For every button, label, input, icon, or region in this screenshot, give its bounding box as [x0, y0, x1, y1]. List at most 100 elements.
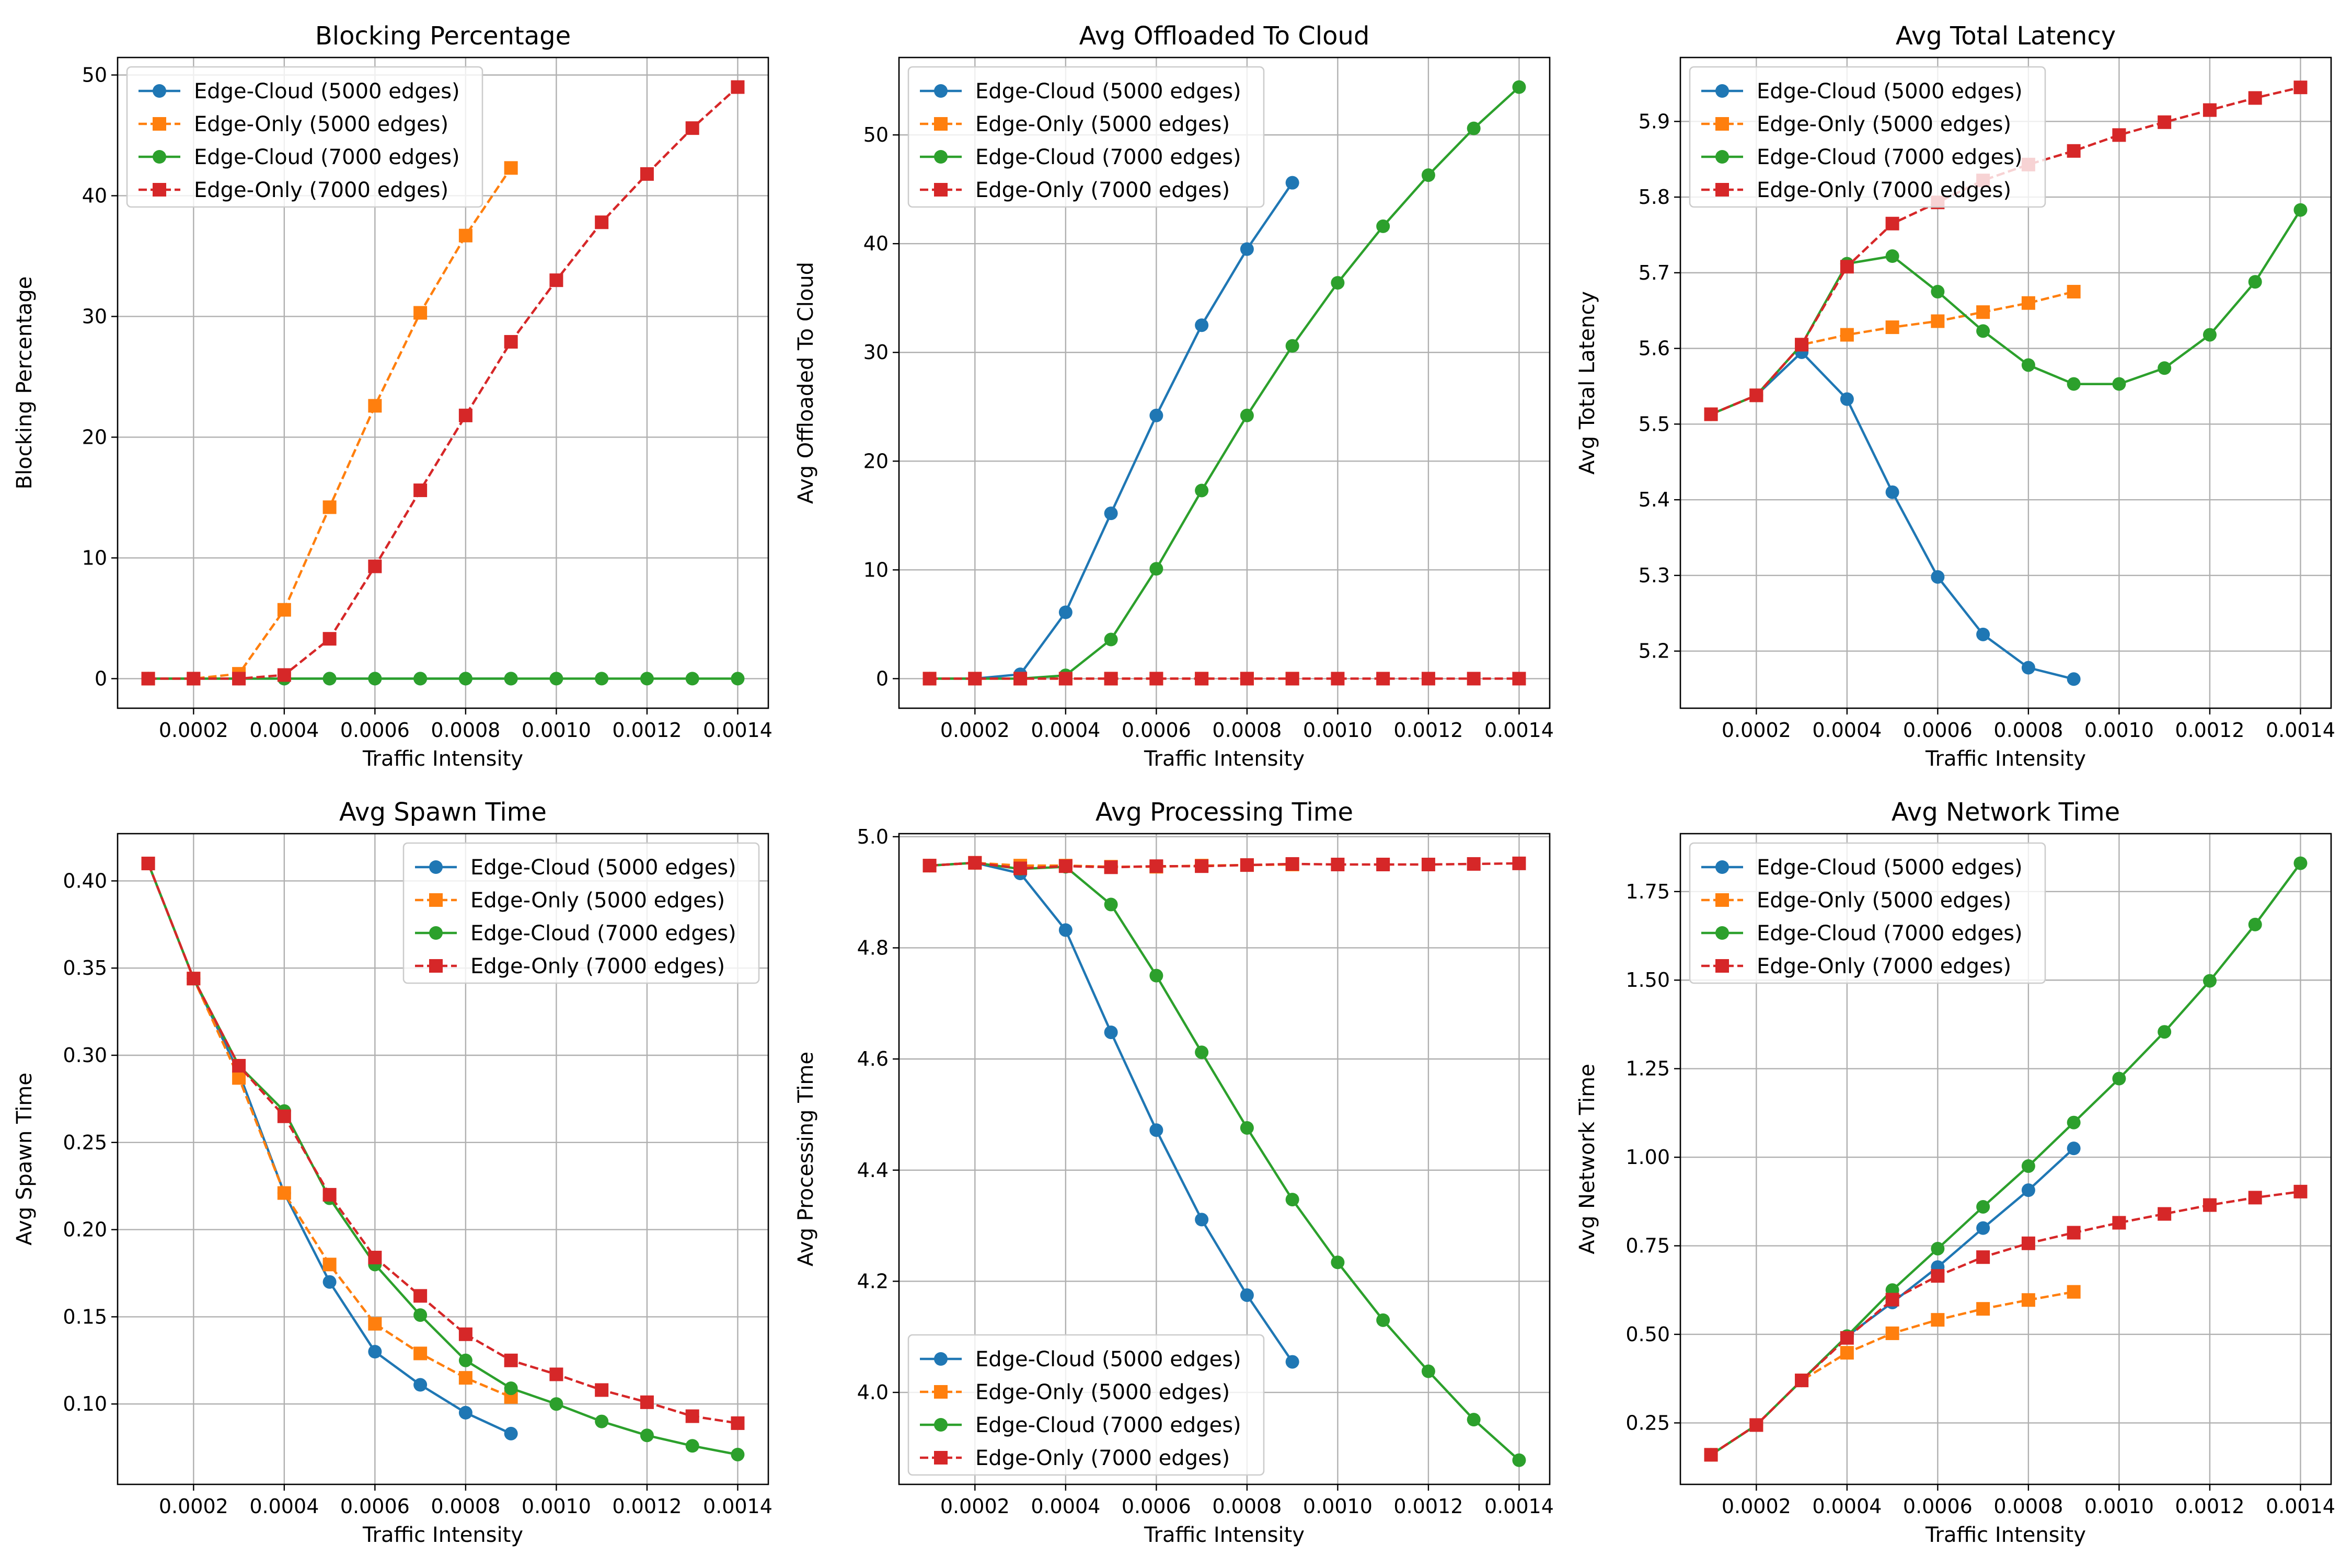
data-point-edge-cloud-5000-edges — [504, 1426, 518, 1440]
data-point-edge-cloud-5000-edges — [1149, 408, 1163, 422]
y-tick-label: 1.75 — [1625, 880, 1670, 903]
y-tick-label: 5.8 — [1639, 186, 1670, 209]
data-point-edge-only-5000-edges — [322, 1258, 337, 1272]
data-point-edge-only-5000-edges — [2067, 1285, 2081, 1299]
legend-entry-edge-cloud-7000-edges: Edge-Cloud (7000 edges) — [975, 145, 1241, 169]
data-point-edge-cloud-7000-edges — [2158, 1025, 2172, 1039]
legend-entry-edge-only-5000-edges: Edge-Only (5000 edges) — [1757, 889, 2011, 913]
y-tick-label: 30 — [863, 341, 889, 364]
data-point-edge-cloud-5000-edges — [2067, 1142, 2081, 1156]
x-tick-label: 0.0006 — [1903, 719, 1973, 742]
x-tick-label: 0.0014 — [703, 719, 773, 742]
data-point-edge-cloud-7000-edges — [595, 672, 609, 686]
data-point-edge-cloud-5000-edges — [1976, 627, 1990, 641]
legend-entry-edge-cloud-5000-edges: Edge-Cloud (5000 edges) — [975, 1347, 1241, 1371]
data-point-edge-cloud-7000-edges — [2067, 377, 2081, 391]
series-line-edge-only-5000-edges — [147, 863, 512, 1398]
data-point-edge-only-7000-edges — [1240, 858, 1254, 872]
legend-entry-edge-only-7000-edges: Edge-Only (7000 edges) — [975, 1446, 1230, 1470]
data-point-edge-cloud-7000-edges — [549, 1397, 563, 1411]
data-point-edge-only-5000-edges — [1840, 1346, 1854, 1360]
plot-frame — [1679, 833, 2332, 1485]
x-axis-label: Traffic Intensity — [362, 747, 523, 771]
series-line-edge-only-7000-edges — [148, 86, 739, 680]
y-tick-label: 0.20 — [63, 1218, 107, 1241]
x-tick-label: 0.0004 — [249, 719, 319, 742]
plot-frame — [117, 833, 769, 1485]
data-point-edge-cloud-7000-edges — [413, 672, 428, 686]
data-point-edge-only-7000-edges — [141, 672, 155, 686]
legend-swatch-marker — [153, 183, 166, 197]
data-point-edge-cloud-7000-edges — [2021, 1159, 2035, 1173]
data-point-edge-only-7000-edges — [1285, 857, 1299, 871]
x-tick-label: 0.0014 — [703, 1495, 773, 1518]
data-point-edge-cloud-7000-edges — [2021, 358, 2035, 372]
legend-entry-edge-cloud-7000-edges: Edge-Cloud (7000 edges) — [1757, 921, 2023, 946]
data-point-edge-only-7000-edges — [1885, 216, 1899, 230]
data-point-edge-only-7000-edges — [504, 1353, 518, 1367]
legend-swatch-marker — [934, 150, 948, 164]
legend-swatch-marker — [153, 117, 166, 131]
data-point-edge-cloud-7000-edges — [595, 1414, 609, 1428]
data-point-edge-only-7000-edges — [504, 335, 518, 349]
data-point-edge-cloud-7000-edges — [2248, 275, 2262, 289]
y-tick-label: 0.25 — [1625, 1411, 1670, 1434]
x-tick-label: 0.0002 — [159, 1495, 228, 1518]
data-point-edge-only-7000-edges — [2203, 1198, 2217, 1212]
data-point-edge-only-7000-edges — [141, 857, 155, 871]
data-point-edge-only-7000-edges — [968, 856, 982, 870]
data-point-edge-cloud-7000-edges — [640, 1428, 654, 1443]
y-tick-label: 0.50 — [1625, 1323, 1670, 1346]
x-axis-label: Traffic Intensity — [362, 1523, 523, 1547]
data-point-edge-only-5000-edges — [277, 1186, 291, 1200]
data-point-edge-only-7000-edges — [1149, 859, 1163, 873]
data-point-edge-only-7000-edges — [277, 1109, 291, 1123]
data-point-edge-cloud-5000-edges — [1976, 1221, 1990, 1235]
data-point-edge-cloud-7000-edges — [549, 672, 563, 686]
data-point-edge-only-7000-edges — [640, 1395, 654, 1409]
data-point-edge-cloud-5000-edges — [413, 1378, 428, 1392]
data-point-edge-cloud-5000-edges — [1285, 176, 1299, 190]
x-tick-label: 0.0006 — [1122, 719, 1191, 742]
data-point-edge-only-7000-edges — [1195, 859, 1209, 873]
data-point-edge-only-7000-edges — [2067, 1226, 2081, 1240]
legend-entry-edge-only-5000-edges: Edge-Only (5000 edges) — [1757, 112, 2011, 136]
legend-entry-edge-cloud-7000-edges: Edge-Cloud (7000 edges) — [975, 1413, 1241, 1437]
x-tick-label: 0.0008 — [1212, 1495, 1282, 1518]
data-point-edge-cloud-5000-edges — [1931, 570, 1945, 584]
y-tick-label: 5.0 — [857, 825, 889, 848]
y-tick-label: 0.25 — [63, 1131, 107, 1154]
y-tick-label: 0.35 — [63, 956, 107, 979]
data-point-edge-only-7000-edges — [187, 972, 201, 986]
data-point-edge-only-7000-edges — [1331, 858, 1345, 872]
data-point-edge-cloud-7000-edges — [1467, 1413, 1481, 1427]
legend-entry-edge-cloud-7000-edges: Edge-Cloud (7000 edges) — [194, 145, 460, 169]
x-tick-label: 0.0008 — [1993, 1495, 2063, 1518]
y-tick-label: 1.25 — [1625, 1057, 1670, 1080]
legend-swatch-marker — [1715, 183, 1729, 197]
data-point-edge-cloud-7000-edges — [2158, 361, 2172, 375]
legend-entry-edge-cloud-5000-edges: Edge-Cloud (5000 edges) — [1757, 856, 2023, 880]
series-group — [923, 80, 1526, 686]
x-axis-label: Traffic Intensity — [1925, 747, 2086, 771]
y-tick-label: 20 — [82, 425, 107, 448]
legend-swatch-marker — [1715, 860, 1729, 874]
data-point-edge-cloud-5000-edges — [1885, 485, 1899, 499]
data-point-edge-cloud-7000-edges — [1976, 324, 1990, 338]
data-point-edge-cloud-7000-edges — [1240, 1121, 1254, 1135]
data-point-edge-cloud-5000-edges — [1240, 1288, 1254, 1302]
data-point-edge-only-7000-edges — [1512, 856, 1526, 870]
data-point-edge-only-5000-edges — [1976, 305, 1990, 319]
data-point-edge-cloud-5000-edges — [1058, 605, 1073, 619]
data-point-edge-only-7000-edges — [595, 215, 609, 229]
data-point-edge-only-7000-edges — [1376, 672, 1390, 686]
legend-entry-edge-cloud-7000-edges: Edge-Cloud (7000 edges) — [1757, 145, 2023, 169]
y-tick-label: 0.75 — [1625, 1235, 1670, 1258]
plot-frame — [898, 56, 1551, 709]
x-tick-label: 0.0002 — [1722, 719, 1791, 742]
data-point-edge-only-7000-edges — [549, 1367, 563, 1381]
x-tick-label: 0.0012 — [612, 719, 682, 742]
